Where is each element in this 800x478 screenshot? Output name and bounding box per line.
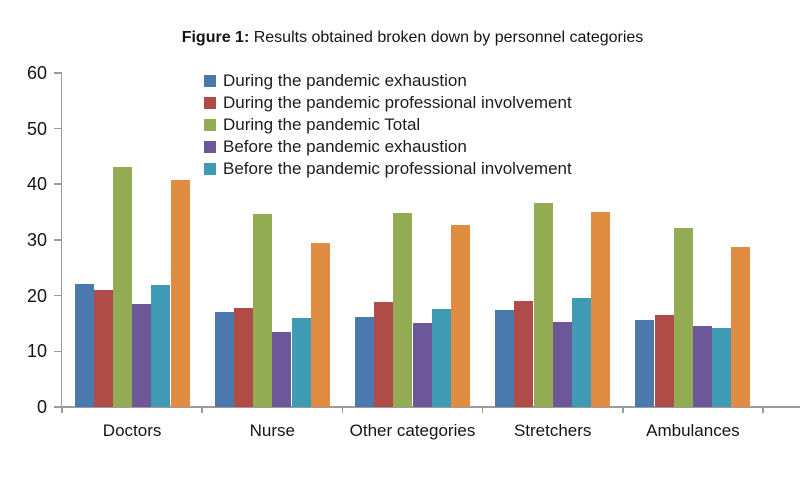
legend-item: Before the pandemic exhaustion	[204, 136, 572, 158]
bar-ambulances-s0	[635, 320, 655, 407]
y-axis-label: 0	[36, 397, 47, 417]
y-tick	[53, 294, 61, 297]
bar-stretchers-s3	[552, 321, 572, 407]
bar-stretchers-s5	[591, 212, 611, 407]
bar-doctors-s4	[151, 285, 171, 407]
bar-nurse-s5	[310, 242, 330, 407]
legend-item: During the pandemic professional involve…	[204, 92, 572, 114]
x-tick	[341, 407, 344, 413]
bar-ambulances-s5	[731, 247, 751, 407]
x-tick	[201, 407, 203, 413]
y-tick	[53, 72, 61, 74]
bar-nurse-s3	[272, 332, 292, 407]
bar-stretchers-s0	[495, 310, 515, 407]
bar-nurse-s0	[214, 312, 234, 407]
y-tick	[53, 183, 61, 185]
legend-item: During the pandemic Total	[204, 114, 572, 136]
bar-ambulances-s4	[712, 328, 732, 407]
y-axis-label: 50	[26, 118, 47, 139]
x-tick	[762, 407, 764, 413]
x-axis-label: Doctors	[102, 421, 162, 440]
x-axis-line	[60, 406, 800, 408]
legend-label: During the pandemic professional involve…	[223, 93, 572, 112]
bar-doctors-s5	[170, 179, 190, 407]
y-tick	[53, 127, 61, 130]
legend-swatch-icon	[204, 141, 216, 153]
legend-swatch-icon	[204, 163, 216, 175]
bar-stretchers-s2	[533, 203, 553, 407]
bar-other-categories-s5	[450, 225, 471, 407]
legend-label: During the pandemic Total	[223, 115, 421, 134]
x-axis-label: Ambulances	[646, 421, 740, 440]
bar-ambulances-s3	[692, 326, 713, 407]
legend-swatch-icon	[204, 119, 216, 131]
bar-doctors-s2	[112, 167, 133, 407]
legend-label: Before the pandemic exhaustion	[223, 137, 467, 156]
bar-ambulances-s1	[654, 314, 674, 407]
bar-nurse-s4	[291, 317, 311, 407]
legend-label: During the pandemic exhaustion	[223, 71, 467, 90]
legend-swatch-icon	[204, 75, 216, 87]
x-axis-label: Nurse	[249, 421, 295, 440]
y-axis-label: 60	[26, 62, 47, 83]
y-tick	[53, 350, 61, 353]
y-axis-label: 40	[26, 174, 47, 195]
bar-other-categories-s1	[374, 302, 394, 407]
x-axis-label: Other categories	[349, 421, 476, 440]
chart-legend: During the pandemic exhaustion During the…	[204, 70, 572, 180]
y-tick	[53, 406, 61, 408]
bar-doctors-s0	[74, 284, 94, 407]
y-tick	[53, 239, 61, 241]
bar-other-categories-s4	[431, 308, 451, 407]
bar-other-categories-s2	[393, 212, 413, 407]
bar-ambulances-s2	[673, 227, 693, 407]
bar-other-categories-s0	[354, 317, 375, 407]
bar-nurse-s2	[253, 214, 273, 407]
y-axis-label: 20	[26, 285, 47, 306]
y-axis-label: 10	[26, 341, 47, 362]
y-axis-label: 30	[26, 229, 47, 250]
bar-doctors-s1	[93, 290, 113, 407]
bar-stretchers-s4	[571, 297, 592, 407]
x-tick	[61, 407, 63, 413]
x-axis-label: Stretchers	[513, 421, 592, 440]
y-axis-line	[60, 71, 62, 407]
bar-nurse-s1	[233, 308, 254, 407]
figure-title-prefix: Figure 1:	[181, 29, 250, 46]
bar-other-categories-s3	[412, 323, 432, 407]
legend-swatch-icon	[204, 97, 216, 109]
x-tick	[481, 407, 484, 413]
figure-title-text: Results obtained broken down by personne…	[249, 29, 644, 46]
figure-title: Figure 1: Results obtained broken down b…	[62, 29, 763, 47]
legend-item: During the pandemic exhaustion	[204, 70, 572, 92]
legend-item: Before the pandemic professional involve…	[204, 158, 572, 180]
x-tick	[622, 407, 624, 413]
legend-label: Before the pandemic professional involve…	[223, 159, 572, 178]
bar-stretchers-s1	[514, 300, 534, 407]
bar-doctors-s3	[132, 303, 152, 407]
